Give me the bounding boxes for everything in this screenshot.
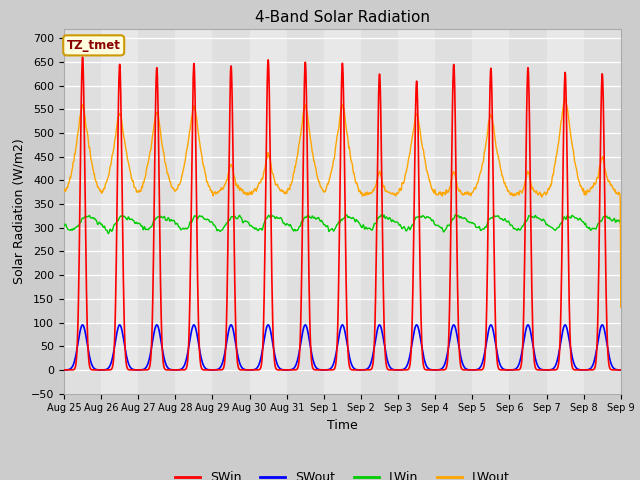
Bar (584, 29, 621, 394)
Bar (435, 29, 472, 394)
Legend: SWin, SWout, LWin, LWout: SWin, SWout, LWin, LWout (170, 467, 515, 480)
Bar (287, 29, 324, 394)
X-axis label: Time: Time (327, 419, 358, 432)
Bar (361, 29, 398, 394)
Bar (212, 29, 250, 394)
Bar (509, 29, 547, 394)
Title: 4-Band Solar Radiation: 4-Band Solar Radiation (255, 10, 430, 25)
Text: TZ_tmet: TZ_tmet (67, 39, 121, 52)
Y-axis label: Solar Radiation (W/m2): Solar Radiation (W/m2) (12, 138, 26, 284)
Bar (138, 29, 175, 394)
Bar (64, 29, 101, 394)
